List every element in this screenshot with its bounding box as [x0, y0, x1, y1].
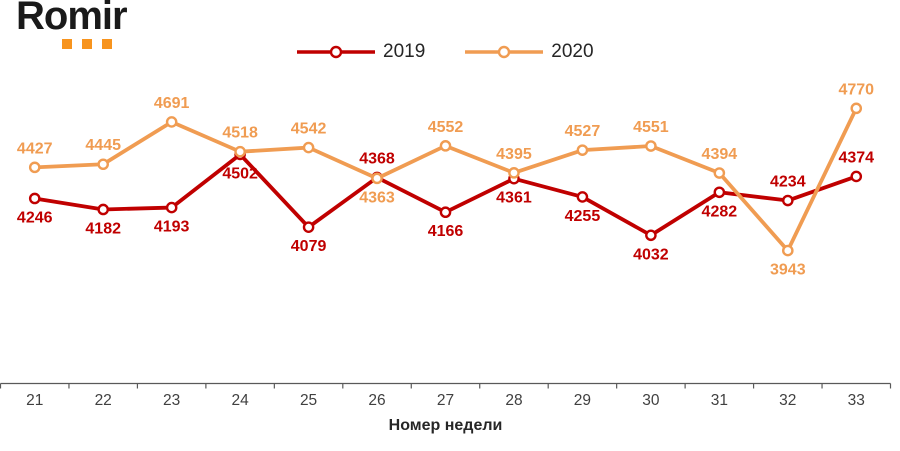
series-2020-marker [576, 144, 589, 156]
series-2019-data-label: 4255 [565, 208, 601, 225]
x-axis-tick-label: 23 [163, 392, 180, 409]
series-2020-marker [713, 167, 726, 179]
series-2020-marker [302, 141, 315, 154]
x-axis-tick-label: 32 [779, 392, 796, 409]
series-2019-marker [645, 229, 657, 242]
series-2019-data-label: 4234 [770, 174, 806, 191]
legend-line-2020-icon [465, 45, 544, 59]
series-2019-data-label: 4166 [428, 223, 464, 240]
series-2019-data-label: 4079 [291, 238, 327, 255]
legend-line-2019-icon [297, 45, 375, 59]
series-2020-marker [28, 161, 41, 174]
logo-dot [62, 39, 72, 49]
legend-label-2019: 2019 [383, 41, 426, 62]
series-2019-marker [165, 201, 178, 214]
legend-item-2019: 2019 [297, 41, 425, 63]
x-axis-tick-label: 30 [642, 392, 660, 409]
romir-logo: Romir [16, 0, 128, 49]
series-2020-data-label: 4542 [291, 121, 327, 138]
x-axis-tick-label: 33 [848, 392, 865, 409]
x-axis-tick-label: 28 [505, 392, 522, 409]
series-2019-marker [782, 194, 794, 207]
series-2019-data-label: 4246 [17, 209, 53, 226]
series-2019-marker [713, 186, 726, 199]
legend-item-2020: 2020 [465, 41, 594, 63]
series-2020-data-label: 4552 [428, 119, 464, 136]
x-axis-tick-label: 21 [26, 392, 43, 409]
series-2019-data-label: 4032 [633, 246, 669, 263]
series-2020-data-label: 4394 [702, 146, 738, 163]
x-axis-tick-label: 31 [711, 392, 728, 409]
series-2020-data-label: 3943 [770, 262, 806, 279]
series-2019-marker [439, 206, 452, 219]
series-2019-data-label: 4182 [85, 220, 121, 237]
series-2020-data-label: 4445 [85, 137, 121, 154]
x-axis-tick-label: 27 [437, 392, 454, 409]
series-2020-data-label: 4691 [154, 95, 190, 112]
series-2019-marker [576, 191, 589, 203]
series-2019-data-label: 4361 [496, 190, 532, 207]
series-2019-data-label: 4193 [154, 219, 190, 236]
x-axis-tick-label: 29 [574, 392, 591, 409]
x-axis-tick-label: 25 [300, 392, 317, 409]
series-2020-data-label: 4363 [359, 189, 395, 206]
series-2020-data-label: 4770 [838, 81, 874, 98]
legend-label-2020: 2020 [551, 41, 594, 62]
series-2020-data-label: 4527 [565, 123, 601, 140]
x-axis-tick-label: 26 [368, 392, 385, 409]
series-2020-marker [508, 167, 520, 179]
series-2020-marker [165, 116, 178, 128]
series-2020-data-label: 4551 [633, 119, 669, 136]
logo-dot [102, 39, 112, 49]
series-2020-data-label: 4395 [496, 146, 532, 163]
series-2019-data-label: 4502 [222, 165, 258, 182]
series-2020-marker [234, 145, 246, 158]
series-2019-marker [302, 221, 315, 233]
x-axis-tick-label: 22 [95, 392, 112, 409]
series-2019-marker [28, 192, 41, 205]
romir-logo-text: Romir [16, 0, 128, 38]
chart-legend: 2019 2020 [297, 41, 594, 63]
series-2020-marker [439, 140, 452, 152]
x-axis-title: Номер недели [389, 417, 503, 434]
series-2020-data-label: 4427 [17, 140, 53, 157]
romir-logo-dots [62, 39, 112, 49]
series-2020-data-label: 4518 [222, 125, 258, 142]
series-2020-marker [97, 158, 109, 171]
series-2019-marker [97, 203, 109, 216]
series-2020-marker [782, 244, 794, 257]
series-2019-marker [850, 170, 863, 183]
series-2019-data-label: 4374 [838, 149, 874, 166]
series-2020-marker [371, 172, 383, 185]
series-2020-marker [645, 140, 657, 152]
series-2020-marker [850, 102, 863, 115]
series-2019-data-label: 4368 [359, 150, 395, 167]
series-2019-data-label: 4282 [702, 203, 738, 220]
logo-dot [82, 39, 92, 49]
x-axis-tick-label: 24 [231, 392, 249, 409]
